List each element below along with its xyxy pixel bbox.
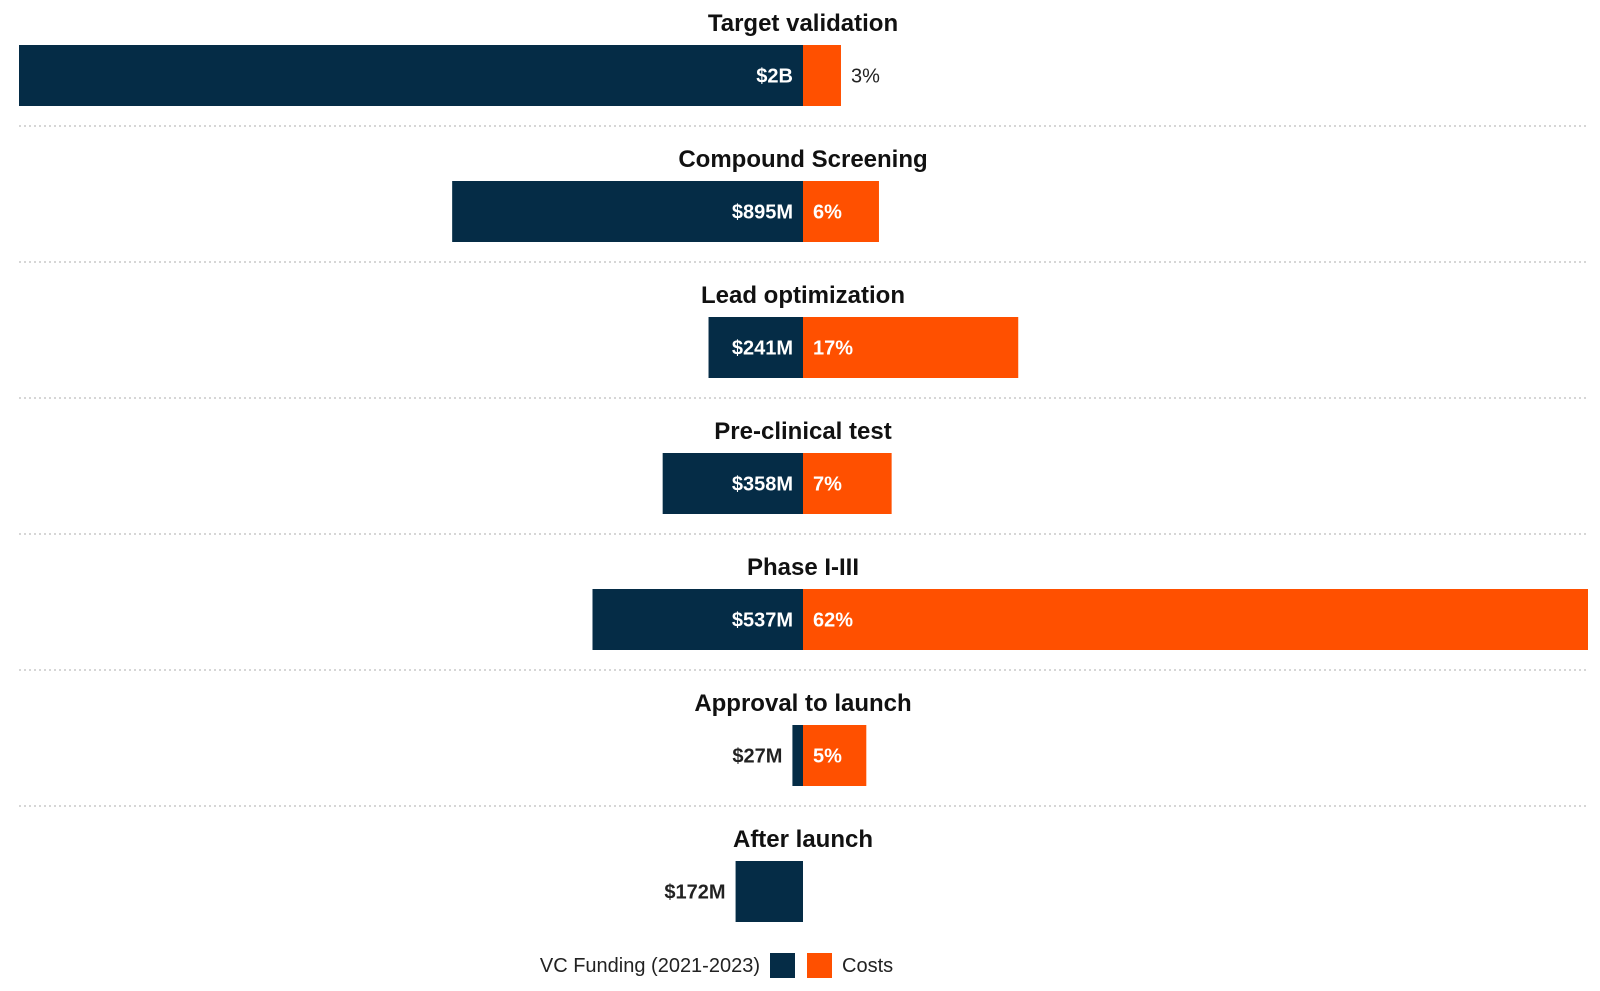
vc-funding-label-target-validation: $2B [756, 66, 793, 88]
stage-label-pre-clinical-test: Pre-clinical test [714, 418, 891, 445]
stage-label-after-launch: After launch [733, 826, 873, 853]
chart-rows: Target validation $2B 3% Compound Screening… [19, 10, 1588, 922]
cost-label-pre-clinical-test: 7% [813, 474, 842, 496]
stage-label-approval-to-launch: Approval to launch [694, 690, 911, 717]
row-lead-optimization: Lead optimization $241M 17% [19, 282, 1588, 399]
cost-bar-pre-clinical-test [803, 453, 892, 514]
vc-funding-bar-pre-clinical-test [662, 453, 803, 514]
vc-funding-label-compound-screening: $895M [732, 202, 793, 224]
vc-funding-label-lead-optimization: $241M [732, 338, 793, 360]
cost-label-target-validation: 3% [851, 66, 880, 88]
vc-funding-bar-target-validation [19, 45, 803, 106]
legend-swatch-vc-funding [770, 953, 795, 978]
cost-label-compound-screening: 6% [813, 202, 842, 224]
vc-funding-bar-approval-to-launch [792, 725, 803, 786]
cost-label-approval-to-launch: 5% [813, 746, 842, 768]
vc-funding-bar-compound-screening [452, 181, 803, 242]
cost-bar-approval-to-launch [803, 725, 867, 786]
cost-bar-target-validation [803, 45, 841, 106]
vc-funding-bar-lead-optimization [708, 317, 803, 378]
legend-label-vc-funding: VC Funding (2021-2023) [540, 955, 760, 977]
row-phase-i-iii: Phase I-III $537M 62% [19, 554, 1588, 671]
legend: VC Funding (2021-2023) Costs [540, 953, 893, 978]
stage-label-target-validation: Target validation [708, 10, 898, 37]
stage-label-phase-i-iii: Phase I-III [747, 554, 859, 581]
vc-funding-label-pre-clinical-test: $358M [732, 474, 793, 496]
row-pre-clinical-test: Pre-clinical test $358M 7% [19, 418, 1588, 535]
row-approval-to-launch: Approval to launch $27M 5% [19, 690, 1588, 807]
row-target-validation: Target validation $2B 3% [19, 10, 1588, 127]
cost-label-phase-i-iii: 62% [813, 610, 853, 632]
cost-label-lead-optimization: 17% [813, 338, 853, 360]
legend-swatch-costs [807, 953, 832, 978]
vc-funding-bar-after-launch [735, 861, 803, 922]
vc-funding-bar-phase-i-iii [592, 589, 803, 650]
stage-label-lead-optimization: Lead optimization [701, 282, 905, 309]
vc-funding-label-approval-to-launch: $27M [732, 746, 782, 768]
vc-funding-label-after-launch: $172M [664, 882, 725, 904]
row-compound-screening: Compound Screening $895M 6% [19, 146, 1588, 263]
legend-label-costs: Costs [842, 955, 893, 977]
cost-bar-phase-i-iii [803, 589, 1588, 650]
cost-bar-lead-optimization [803, 317, 1019, 378]
row-after-launch: After launch $172M [664, 826, 873, 922]
stage-label-compound-screening: Compound Screening [678, 146, 927, 173]
vc-funding-label-phase-i-iii: $537M [732, 610, 793, 632]
cost-bar-compound-screening [803, 181, 879, 242]
